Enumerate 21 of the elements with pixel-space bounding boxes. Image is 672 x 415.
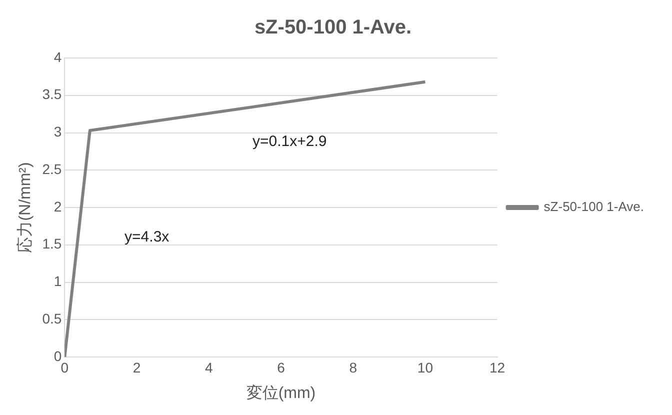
x-tick-label: 10 — [417, 359, 434, 376]
y-tick-label: 0 — [54, 348, 62, 364]
y-tick-label: 2 — [54, 198, 62, 214]
y-tick-label: 2.5 — [42, 160, 62, 177]
y-tick-label: 3 — [54, 124, 62, 140]
y-tick-label: 1.5 — [42, 236, 62, 252]
x-tick-label: 6 — [277, 359, 286, 376]
y-axis-title: 応力(N/mm²) — [16, 162, 34, 253]
x-tick-label: 4 — [204, 359, 213, 376]
annotation: y=4.3x — [124, 228, 170, 246]
annotation: y=0.1x+2.9 — [252, 132, 327, 150]
x-tick-label: 8 — [349, 359, 358, 376]
y-tick-label: 3.5 — [42, 86, 62, 102]
y-tick-label: 0.5 — [42, 310, 62, 326]
x-tick-label: 12 — [490, 359, 506, 376]
y-tick-label: 1 — [54, 273, 62, 290]
x-tick-label: 2 — [132, 359, 141, 376]
x-axis-title: 変位(mm) — [246, 384, 316, 402]
y-tick-label: 4 — [54, 48, 62, 65]
legend-label: sZ-50-100 1-Ave. — [544, 199, 644, 214]
chart-title: sZ-50-100 1-Ave. — [254, 16, 412, 39]
